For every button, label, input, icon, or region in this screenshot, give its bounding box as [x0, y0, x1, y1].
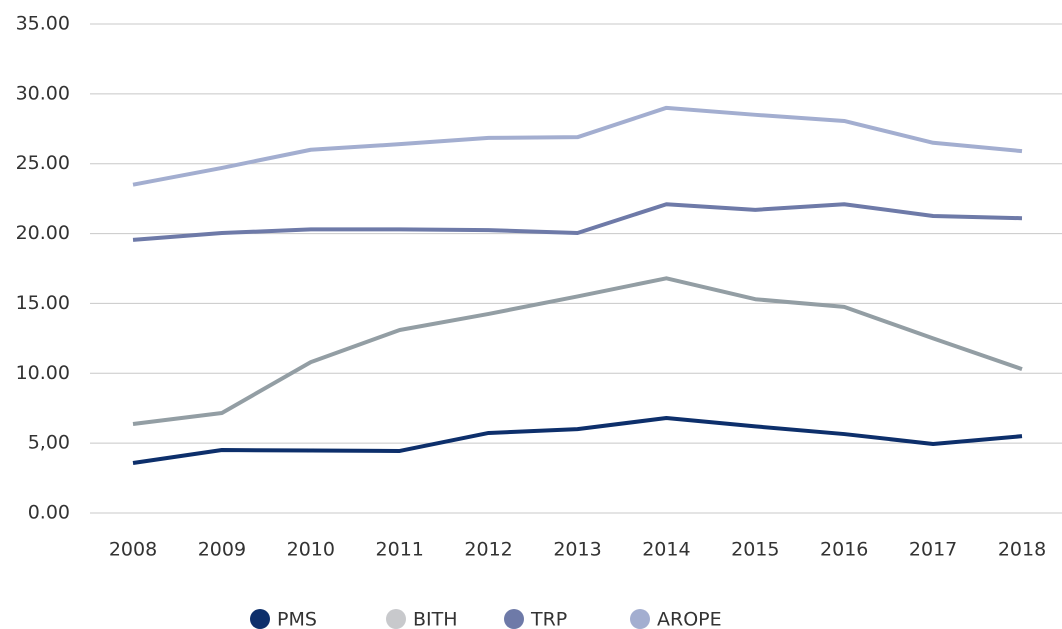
x-tick-label: 2015: [731, 539, 779, 561]
y-tick-label: 35.00: [16, 13, 70, 35]
x-tick-label: 2018: [998, 539, 1046, 561]
line-series: [132, 415, 1023, 465]
x-tick-label: 2010: [287, 539, 335, 561]
legend-label: TRP: [530, 609, 567, 629]
y-tick-label: 30.00: [16, 82, 70, 104]
y-tick-label: 0.00: [28, 502, 70, 524]
legend-marker: [630, 609, 650, 629]
x-tick-label: 2008: [109, 539, 157, 561]
legend-marker: [386, 609, 406, 629]
legend-label: BITH: [413, 609, 458, 629]
y-tick-label: 15.00: [16, 292, 70, 314]
legend-label: PMS: [277, 609, 317, 629]
line-series: [132, 202, 1023, 242]
y-tick-label: 25.00: [16, 152, 70, 174]
x-tick-label: 2014: [642, 539, 690, 561]
y-tick-label: 10.00: [16, 362, 70, 384]
y-tick-label: 20.00: [16, 222, 70, 244]
y-tick-label: 5,00: [28, 432, 70, 454]
x-tick-label: 2009: [198, 539, 246, 561]
x-tick-label: 2013: [553, 539, 601, 561]
x-tick-label: 2017: [909, 539, 957, 561]
line-series: [132, 105, 1023, 187]
legend-marker: [250, 609, 270, 629]
legend-label: AROPE: [657, 609, 722, 629]
legend-marker: [504, 609, 524, 629]
line-series: [132, 276, 1023, 426]
x-tick-label: 2012: [464, 539, 512, 561]
x-tick-label: 2016: [820, 539, 868, 561]
x-tick-label: 2011: [376, 539, 424, 561]
